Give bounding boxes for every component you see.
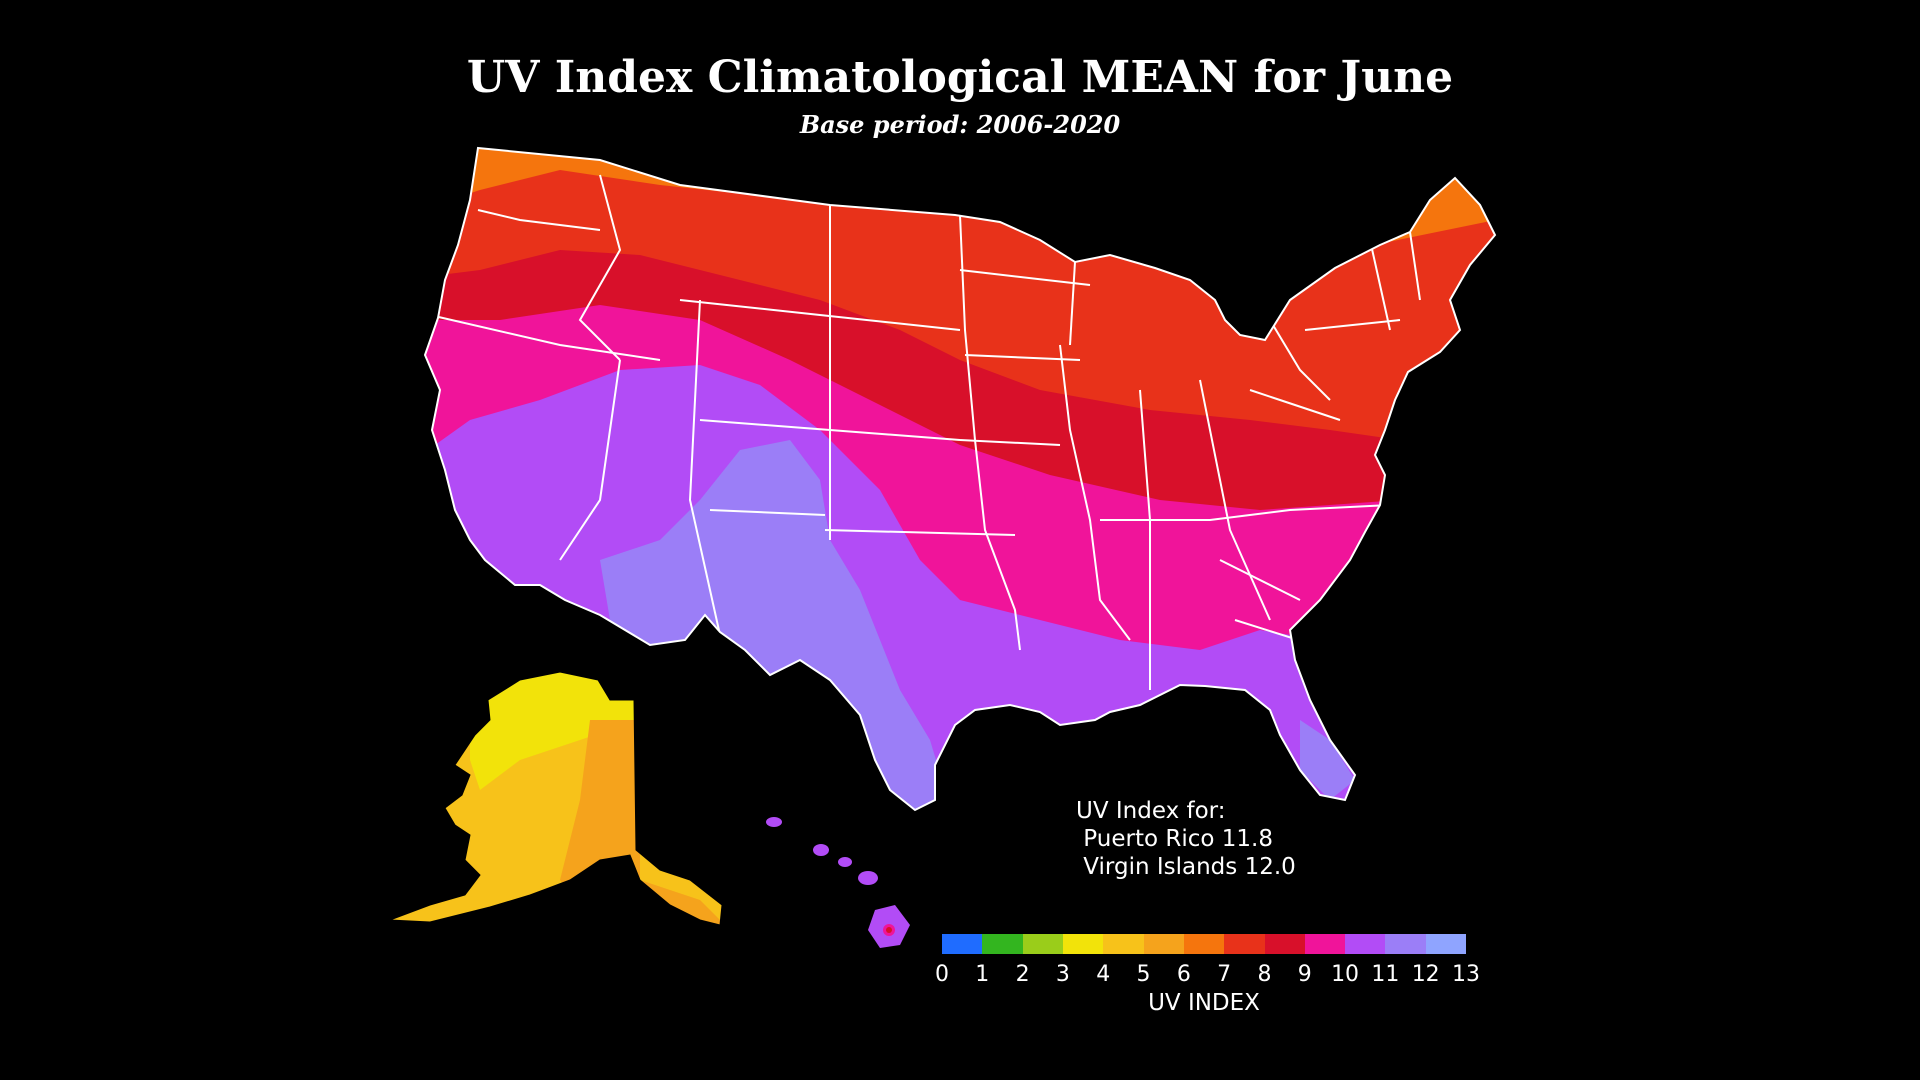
uv-colorbar xyxy=(942,934,1467,954)
colorbar-segment xyxy=(982,934,1023,954)
alaska-region xyxy=(390,672,722,925)
colorbar-segment xyxy=(1304,934,1346,954)
colorbar-tick-label: 5 xyxy=(1136,962,1151,987)
territories-heading: UV Index for: xyxy=(1076,798,1226,824)
colorbar-tick-label: 7 xyxy=(1217,962,1232,987)
uv-colorbar-ticks: 0 1 2 3 4 5 6 7 8 9 10 11 12 13 xyxy=(935,962,1480,992)
map-subtitle: Base period: 2006-2020 xyxy=(799,110,1121,139)
colorbar-segment xyxy=(1264,934,1305,954)
colorbar-segment xyxy=(1183,934,1225,954)
colorbar-segment xyxy=(1385,934,1426,954)
puerto-rico-value: Puerto Rico 11.8 xyxy=(1076,826,1273,852)
territories-annotation: UV Index for: Puerto Rico 11.8 Virgin Is… xyxy=(1076,797,1296,881)
colorbar-tick-label: 9 xyxy=(1297,962,1312,987)
map-title: UV Index Climatological MEAN for June xyxy=(466,52,1454,103)
colorbar-tick-label: 4 xyxy=(1096,962,1111,987)
colorbar-tick-label: 6 xyxy=(1176,962,1191,987)
colorbar-tick-label: 10 xyxy=(1331,962,1360,987)
colorbar-segment xyxy=(1224,934,1265,954)
colorbar-tick-label: 1 xyxy=(975,962,990,987)
colorbar-tick-label: 0 xyxy=(935,962,949,987)
contiguous-us-outline xyxy=(423,146,1497,812)
colorbar-segment xyxy=(1062,934,1104,954)
state-boundaries xyxy=(429,174,1421,690)
colorbar-segment xyxy=(942,934,983,954)
colorbar-segment xyxy=(1103,934,1144,954)
colorbar-segment xyxy=(1143,934,1184,954)
alaska-outline xyxy=(389,671,723,926)
virgin-islands-value: Virgin Islands 12.0 xyxy=(1076,854,1296,880)
colorbar-segment xyxy=(1022,934,1063,954)
hawaii-region xyxy=(766,817,910,948)
colorbar-tick-label: 13 xyxy=(1452,962,1480,987)
colorbar-tick-label: 3 xyxy=(1055,962,1070,987)
colorbar-segment xyxy=(1425,934,1467,954)
colorbar-label: UV INDEX xyxy=(1148,990,1260,1016)
colorbar-tick-label: 11 xyxy=(1371,962,1400,987)
colorbar-tick-label: 12 xyxy=(1411,962,1440,987)
colorbar-tick-label: 2 xyxy=(1015,962,1030,987)
colorbar-tick-label: 8 xyxy=(1257,962,1272,987)
colorbar-segment xyxy=(1345,934,1386,954)
